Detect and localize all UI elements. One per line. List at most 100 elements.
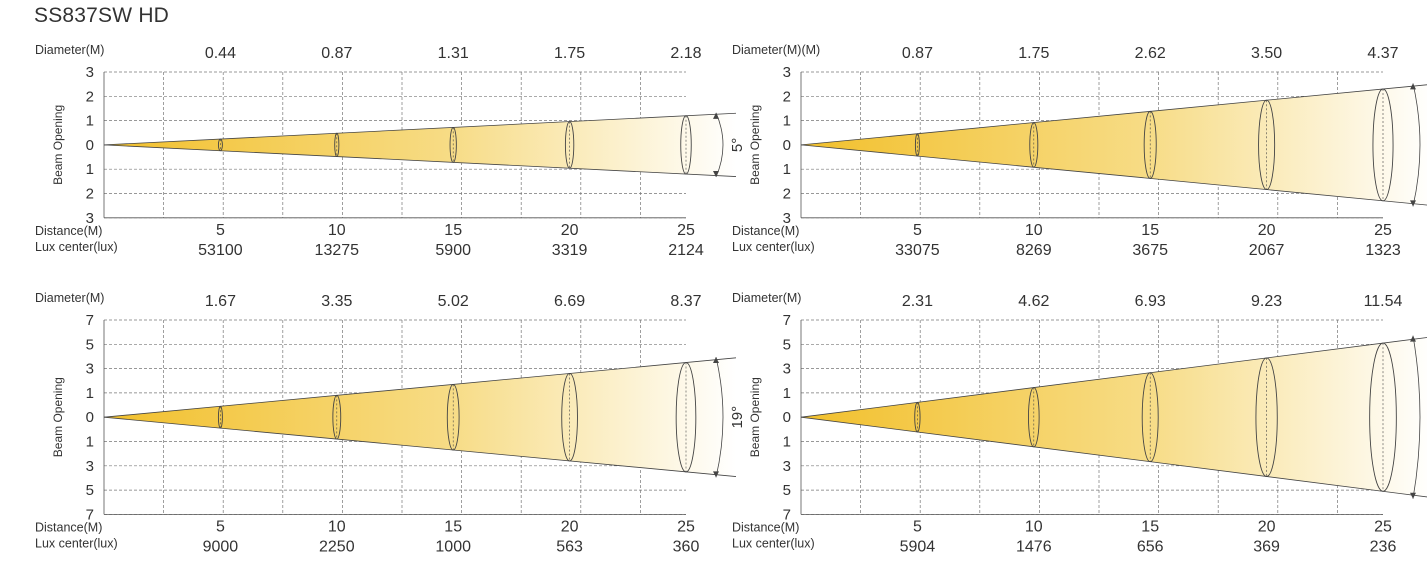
lux-value: 3675 (1132, 242, 1168, 259)
distance-value: 20 (1258, 222, 1276, 239)
diameter-value: 1.67 (205, 293, 236, 310)
diameter-label: Diameter(M) (35, 43, 104, 57)
distance-label: Distance(M) (732, 520, 799, 534)
diameter-value: 1.75 (1018, 45, 1049, 62)
y-tick-label: 1 (86, 434, 94, 451)
angle-arrow-top (713, 112, 719, 119)
angle-label: 19° (729, 406, 746, 429)
y-axis-label: Beam Opening (51, 377, 65, 457)
diameter-value: 0.44 (205, 45, 236, 62)
diameter-label: Diameter(M) (732, 291, 801, 305)
y-tick-label: 7 (783, 312, 791, 329)
lux-value: 360 (673, 538, 700, 555)
angle-arc (715, 356, 724, 478)
diameter-label: Diameter(M)(M) (732, 43, 820, 57)
beam-chart-5deg: 5° 3 2 1 0 1 2 3 Beam Opening Diameter(M) 0.44 0.87… (30, 36, 746, 326)
distance-value: 5 (913, 222, 922, 239)
y-tick-label: 1 (783, 161, 791, 178)
beam-edge-lower (800, 144, 1427, 206)
lux-value: 2124 (668, 242, 704, 259)
diameter-value: 1.75 (554, 45, 585, 62)
lux-value: 236 (1370, 538, 1397, 555)
lux-label: Lux center(lux) (732, 536, 815, 550)
y-tick-label: 3 (783, 210, 791, 227)
beam-edge-upper (800, 84, 1427, 146)
y-tick-label: 1 (783, 113, 791, 130)
distance-value: 20 (561, 518, 579, 535)
y-tick-label: 3 (86, 458, 94, 475)
lux-value: 2250 (319, 538, 355, 555)
angle-arc (1412, 83, 1421, 207)
lux-label: Lux center(lux) (732, 240, 815, 254)
distance-value: 25 (677, 222, 695, 239)
beam-cone (801, 337, 1427, 497)
distance-value: 20 (1258, 518, 1276, 535)
page-title: SS837SW HD (34, 4, 170, 27)
y-axis-label: Beam Opening (748, 105, 762, 185)
lux-value: 9000 (203, 538, 239, 555)
y-tick-label: 1 (86, 385, 94, 402)
y-axis-label: Beam Opening (748, 377, 762, 457)
y-tick-label: 0 (783, 409, 791, 426)
lux-value: 2067 (1249, 242, 1285, 259)
beam-edge-upper (103, 112, 737, 146)
diameter-value: 6.93 (1135, 293, 1166, 310)
distance-label: Distance(M) (732, 224, 799, 238)
y-tick-label: 5 (86, 482, 94, 499)
beam-cone (104, 113, 736, 177)
lux-value: 5900 (435, 242, 471, 259)
beam-ellipse (1255, 357, 1278, 477)
diameter-value: 3.35 (321, 293, 352, 310)
lux-value: 3319 (552, 242, 588, 259)
distance-value: 20 (561, 222, 579, 239)
diameter-value: 8.37 (670, 293, 701, 310)
distance-value: 25 (677, 518, 695, 535)
diameter-value: 6.69 (554, 293, 585, 310)
lux-value: 656 (1137, 538, 1164, 555)
y-tick-label: 0 (86, 137, 94, 154)
y-tick-label: 2 (783, 186, 791, 203)
y-tick-label: 7 (783, 506, 791, 523)
beam-ellipse (217, 138, 223, 152)
y-tick-label: 3 (783, 458, 791, 475)
beam-ellipse (334, 132, 340, 158)
y-tick-label: 1 (783, 434, 791, 451)
lux-value: 1000 (435, 538, 471, 555)
angle-arrow-bottom (1410, 200, 1416, 207)
y-tick-label: 3 (783, 64, 791, 81)
y-tick-label: 0 (86, 409, 94, 426)
lux-value: 563 (556, 538, 583, 555)
lux-value: 1323 (1365, 242, 1401, 259)
lux-value: 8269 (1016, 242, 1052, 259)
angle-arrow-top (713, 357, 719, 364)
y-axis-label: Beam Opening (51, 105, 65, 185)
beam-cone (801, 84, 1427, 206)
diameter-value: 2.62 (1135, 45, 1166, 62)
beam-edge-upper (103, 357, 737, 418)
angle-arrow-top (1410, 335, 1416, 342)
diameter-value: 0.87 (902, 45, 933, 62)
diameter-value: 2.31 (902, 293, 933, 310)
distance-label: Distance(M) (35, 224, 102, 238)
diameter-value: 4.62 (1018, 293, 1049, 310)
y-tick-label: 5 (783, 482, 791, 499)
lux-value: 1476 (1016, 538, 1052, 555)
y-tick-label: 3 (86, 210, 94, 227)
y-tick-label: 2 (783, 88, 791, 105)
lux-value: 369 (1253, 538, 1280, 555)
distance-value: 15 (444, 222, 462, 239)
angle-label: 5° (729, 138, 746, 152)
lux-value: 13275 (315, 242, 360, 259)
y-tick-label: 1 (783, 385, 791, 402)
beam-edge-upper (800, 337, 1427, 418)
diameter-value: 2.18 (670, 45, 701, 62)
y-tick-label: 1 (86, 113, 94, 130)
angle-arrow-top (1410, 83, 1416, 90)
y-tick-label: 3 (783, 361, 791, 378)
beam-cone (104, 357, 736, 477)
